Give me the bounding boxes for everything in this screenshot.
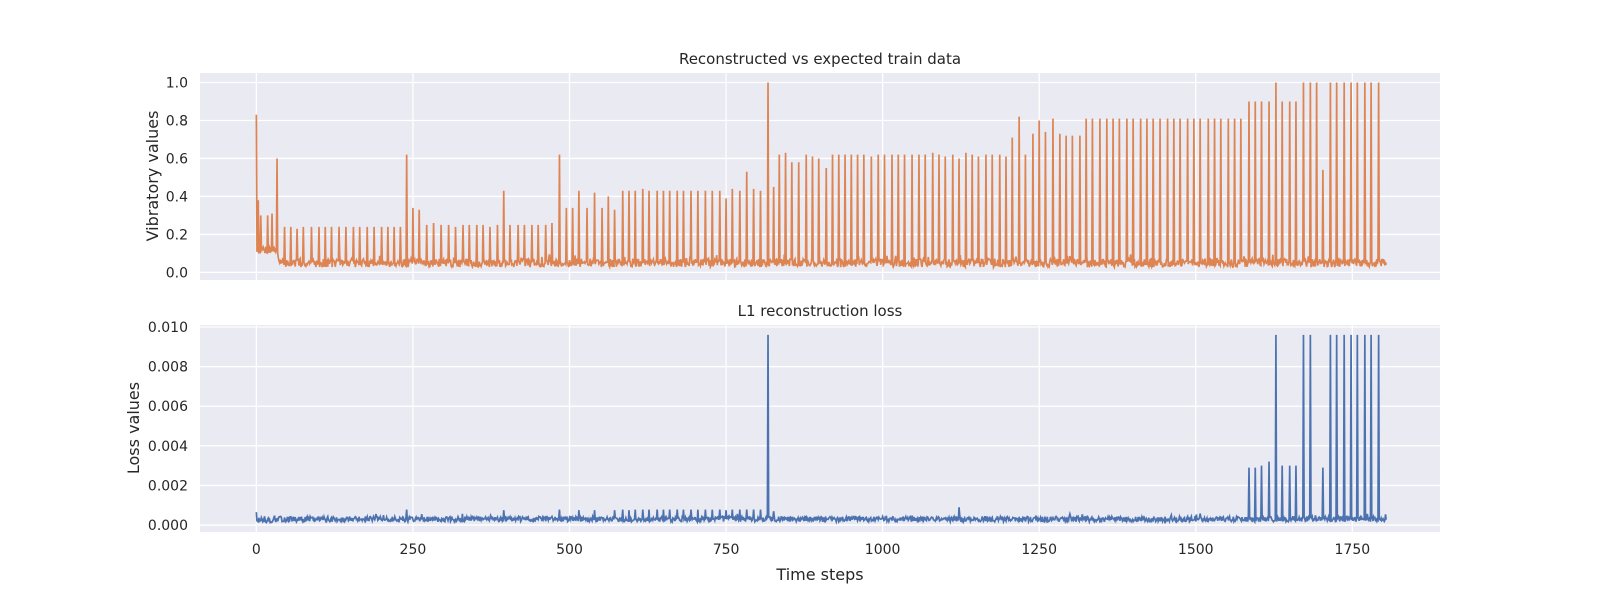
- loss-y-tick-label: 0.008: [148, 360, 188, 376]
- reconstruction-title: Reconstructed vs expected train data: [679, 50, 961, 68]
- loss-x-tick-label: 1500: [1178, 542, 1214, 558]
- reconstruction-y-tick-label: 0.2: [166, 227, 188, 243]
- reconstruction-y-tick-label: 0.4: [166, 189, 188, 205]
- loss-y-tick-label: 0.010: [148, 320, 188, 336]
- loss-x-tick-label: 750: [713, 542, 740, 558]
- loss-x-tick-label: 1250: [1021, 542, 1057, 558]
- loss-plot-area: [200, 325, 1440, 532]
- loss-x-axis-label: Time steps: [775, 565, 863, 584]
- reconstruction-y-tick-label: 0.8: [166, 113, 188, 129]
- loss-x-tick-label: 500: [556, 542, 583, 558]
- loss-series-line: [255, 334, 1387, 526]
- reconstruction-y-tick-label: 0.0: [166, 265, 188, 281]
- reconstruction-panel: 0.0 0.2 0.4 0.6 0.8 1.0 Reconstructed vs expe…: [143, 50, 1440, 281]
- reconstruction-y-axis-label: Vibratory values: [143, 111, 162, 242]
- reconstruction-series-line: [255, 82, 1387, 271]
- loss-x-tick-label: 1000: [865, 542, 901, 558]
- reconstruction-y-ticks: 0.0 0.2 0.4 0.6 0.8 1.0: [166, 75, 188, 281]
- loss-x-ticks: 0 250 500 750 1000 1250 1500 1750: [252, 542, 1370, 558]
- loss-y-tick-label: 0.002: [148, 478, 188, 494]
- loss-x-tick-label: 0: [252, 542, 261, 558]
- loss-gridlines: [200, 325, 1440, 532]
- loss-y-tick-label: 0.004: [148, 439, 188, 455]
- loss-panel: 0.000 0.002 0.004 0.006 0.008 0.010 0 250 500 75…: [124, 302, 1440, 584]
- loss-x-tick-label: 1750: [1335, 542, 1371, 558]
- loss-y-tick-label: 0.006: [148, 399, 188, 415]
- loss-x-tick-label: 250: [400, 542, 427, 558]
- loss-y-axis-label: Loss values: [124, 382, 143, 474]
- loss-y-tick-label: 0.000: [148, 518, 188, 534]
- loss-title: L1 reconstruction loss: [738, 302, 903, 320]
- loss-y-ticks: 0.000 0.002 0.004 0.006 0.008 0.010: [148, 320, 188, 534]
- reconstruction-y-tick-label: 0.6: [166, 151, 188, 167]
- reconstruction-y-tick-label: 1.0: [166, 75, 188, 91]
